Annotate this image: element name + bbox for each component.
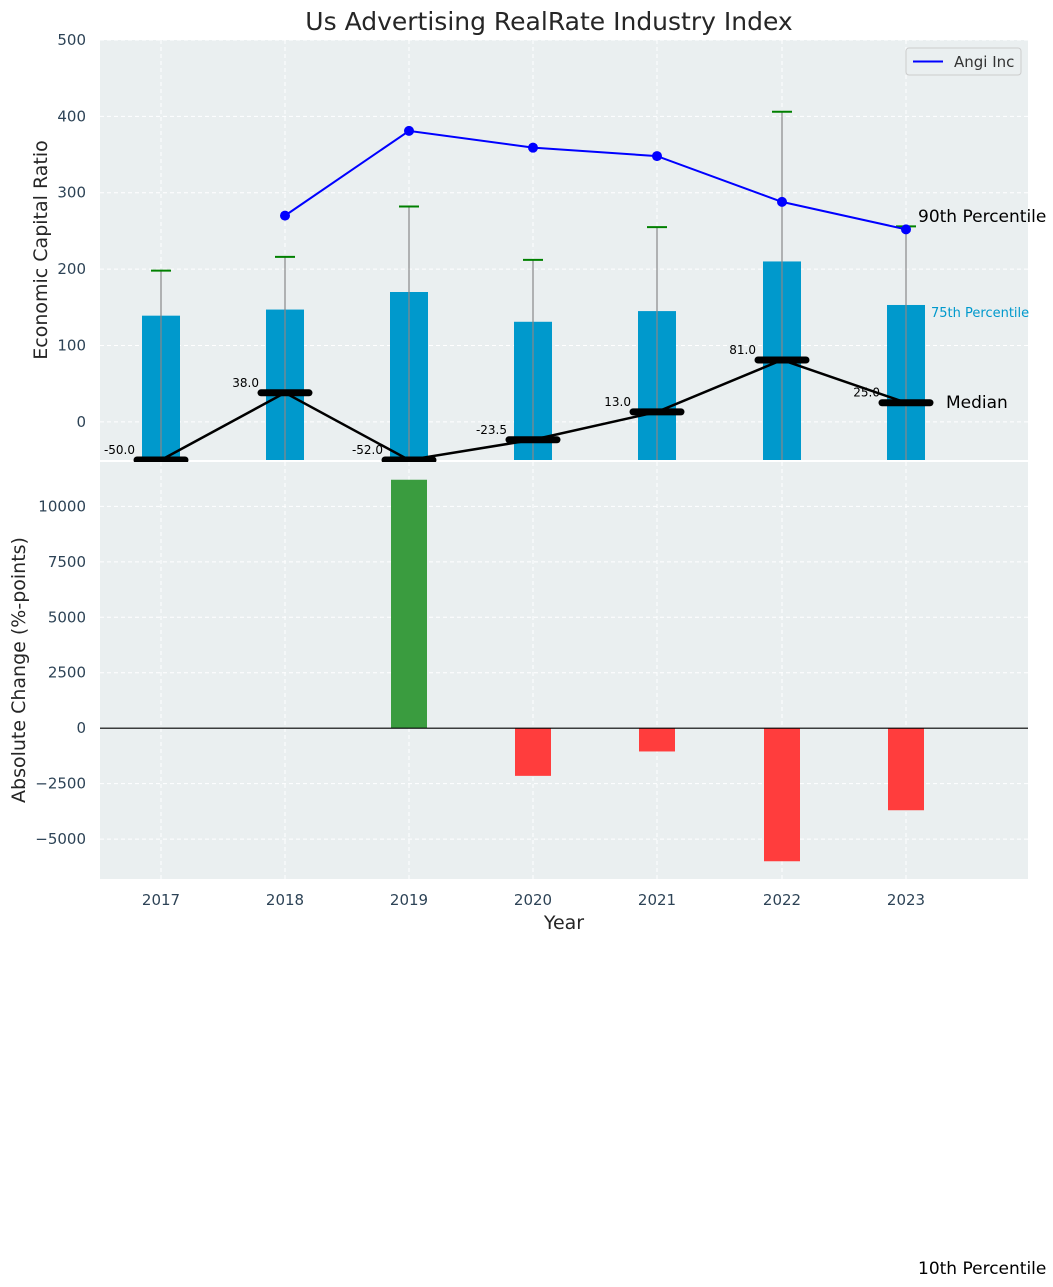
median-value-label: -23.5 [476,423,507,437]
angi-point [901,224,911,235]
bottom-y-axis-label: Absolute Change (%-points) [8,537,30,803]
angi-point [404,125,414,136]
top-y-ticks: 0 100 200 300 400 500 [57,31,86,431]
angi-line [284,129,907,231]
change-bar [639,728,675,752]
median-value-label: 13.0 [604,395,631,409]
top-y-tick-label: 100 [57,336,86,354]
bottom-y-tick-label: 2500 [48,664,86,682]
angi-point [528,142,538,153]
top-chart-marks: -50.0 38.0 -52.0 -23.5 13.0 81.0 25.0 [104,110,934,464]
bottom-y-tick-label: 7500 [48,553,86,571]
top-y-tick-label: 400 [57,107,86,125]
legend-label-angi: Angi Inc [954,53,1014,71]
top-y-tick-label: 0 [76,413,86,431]
bottom-plot-background [100,462,1028,879]
bottom-y-tick-label: −5000 [35,830,86,848]
median-value-label: 81.0 [729,343,756,357]
median-annotation: Median [946,393,1008,413]
x-tick-label: 2020 [514,891,552,909]
bottom-y-ticks: −5000 −2500 0 2500 5000 7500 10000 [35,497,86,848]
bottom-chart-marks [100,479,1028,862]
bottom-y-tick-label: 10000 [38,497,86,515]
angi-point [777,196,787,207]
x-tick-label: 2022 [763,891,801,909]
legend-box [905,47,1022,76]
p75-annotation: 75th Percentile [931,306,1029,321]
top-y-tick-label: 500 [57,31,86,49]
bottom-y-tick-label: 5000 [48,608,86,626]
p10-annotation: 10th Percentile [918,1259,1046,1279]
change-bar [391,479,427,729]
top-y-tick-label: 300 [57,184,86,202]
top-legend: Angi Inc [905,47,1022,76]
angi-point [280,210,290,221]
top-y-tick-label: 200 [57,260,86,278]
angi-point [652,151,662,162]
top-plot-background [100,40,1028,460]
change-bar [888,728,924,811]
x-axis-label: Year [543,912,584,934]
chart-title: Us Advertising RealRate Industry Index [305,7,792,36]
median-value-label: 38.0 [232,376,259,390]
change-bar [515,728,551,776]
x-tick-label: 2017 [142,891,180,909]
top-y-axis-label: Economic Capital Ratio [30,140,52,359]
median-value-label: -52.0 [352,443,383,457]
bottom-x-ticks: 2017 2018 2019 2020 2021 2022 2023 [142,891,925,909]
bottom-y-tick-label: 0 [76,719,86,737]
median-value-label: 25.0 [853,386,880,400]
x-tick-label: 2019 [390,891,428,909]
median-value-label: -50.0 [104,443,135,457]
p90-annotation: 90th Percentile [918,207,1046,227]
x-tick-label: 2018 [266,891,304,909]
bottom-y-tick-label: −2500 [35,775,86,793]
change-bar [764,728,800,862]
x-tick-label: 2021 [638,891,676,909]
x-tick-label: 2023 [887,891,925,909]
bottom-gridlines [100,462,1028,879]
